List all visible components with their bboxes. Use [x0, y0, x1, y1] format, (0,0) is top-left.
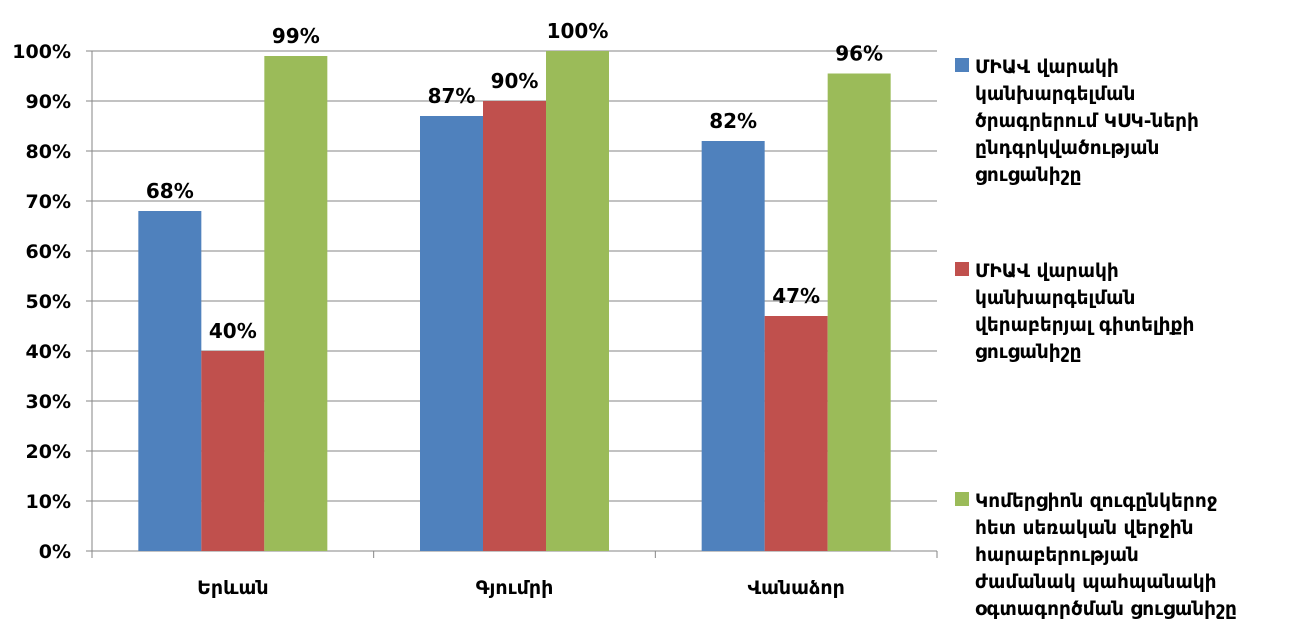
legend-item-series-3: Կոմերցիոն զուգընկերոջ հետ սեռական վերջին… [955, 488, 1305, 621]
data-label: 40% [209, 319, 257, 343]
y-tick-label: 30% [26, 391, 71, 413]
y-tick-label: 60% [26, 241, 71, 263]
y-tick-label: 80% [26, 141, 71, 163]
data-label: 99% [272, 24, 320, 48]
data-label: 68% [146, 179, 194, 203]
bar [264, 56, 328, 551]
legend-swatch-green [955, 492, 969, 506]
y-tick-label: 90% [26, 91, 71, 113]
data-label: 96% [835, 42, 883, 66]
legend-label: ՄԻԱՎ վարակի կանխարգելման վերաբերյալ գիտե… [975, 261, 1195, 363]
bar [827, 73, 891, 551]
legend-label: Կոմերցիոն զուգընկերոջ հետ սեռական վերջին… [975, 491, 1237, 620]
bar [483, 101, 546, 551]
bar [420, 116, 483, 551]
y-tick-label: 20% [26, 441, 71, 463]
bar [764, 316, 828, 551]
legend-label: ՄԻԱՎ վարակի կանխարգելման ծրագրերում ԿՍԿ-… [975, 57, 1199, 186]
data-label: 90% [491, 69, 539, 93]
bar [546, 51, 609, 551]
legend-swatch-red [955, 262, 969, 276]
legend-swatch-blue [955, 58, 969, 72]
data-label: 100% [547, 19, 609, 43]
x-category-label: Երևան [197, 577, 269, 599]
labels: 68% 40% 99% 87% 90% 100% 82% 47% 96% [146, 19, 883, 343]
x-category-label: Վանաձոր [747, 577, 844, 599]
bar [701, 141, 765, 551]
y-tick-label: 0% [39, 541, 71, 563]
bars [138, 51, 891, 551]
y-tick-label: 40% [26, 341, 71, 363]
bar [138, 211, 202, 551]
y-tick-label: 70% [26, 191, 71, 213]
x-category-label: Գյումրի [476, 577, 554, 599]
legend-item-series-2: ՄԻԱՎ վարակի կանխարգելման վերաբերյալ գիտե… [955, 258, 1305, 366]
y-tick-label: 10% [26, 491, 71, 513]
y-tick-label: 50% [26, 291, 71, 313]
y-tick-label: 100% [12, 41, 71, 63]
data-label: 82% [709, 109, 757, 133]
legend-item-series-1: ՄԻԱՎ վարակի կանխարգելման ծրագրերում ԿՍԿ-… [955, 54, 1305, 189]
data-label: 87% [428, 84, 476, 108]
data-label: 47% [772, 284, 820, 308]
bar [201, 351, 265, 551]
